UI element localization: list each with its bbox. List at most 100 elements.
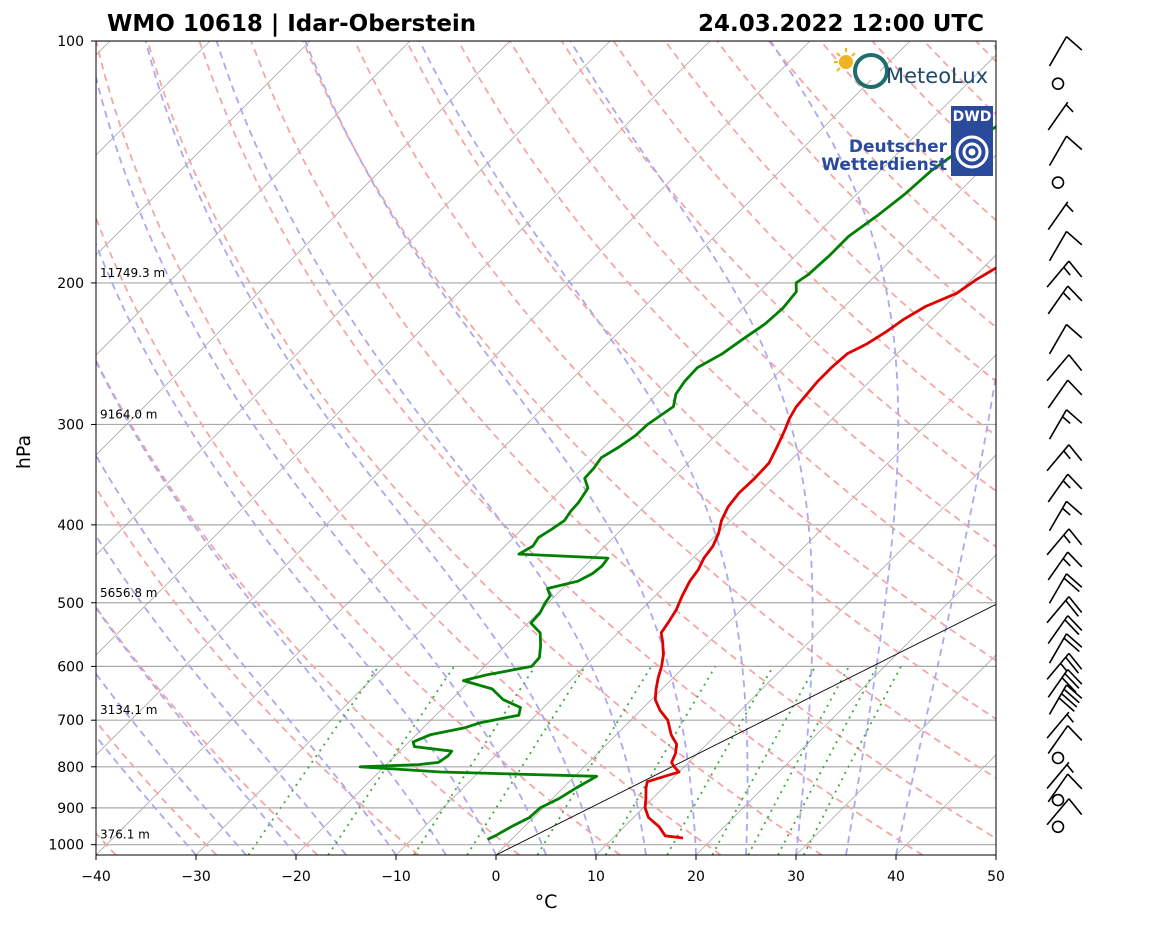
wind-barb bbox=[1047, 101, 1074, 131]
plot-grid bbox=[0, 41, 1160, 855]
dry-adiabat-line bbox=[560, 41, 996, 493]
y-tick-label: 300 bbox=[57, 417, 84, 433]
x-tick-label: 50 bbox=[987, 869, 1005, 885]
y-tick-label: 100 bbox=[57, 34, 84, 50]
wind-barb bbox=[1047, 615, 1083, 644]
wind-barb bbox=[1051, 751, 1065, 765]
y-tick-label: 400 bbox=[57, 518, 84, 534]
isotherm-line bbox=[96, 41, 511, 456]
y-axis-label: hPa bbox=[13, 435, 35, 469]
moist-adiabat-line bbox=[304, 41, 697, 855]
x-tick-label: 0 bbox=[492, 869, 501, 885]
isotherm-line bbox=[495, 354, 996, 855]
moist-adiabat-line bbox=[96, 734, 197, 855]
moist-adiabat-line bbox=[96, 672, 247, 855]
wind-barb bbox=[1048, 323, 1083, 355]
wind-barb bbox=[1051, 820, 1065, 834]
y-tick-label: 1000 bbox=[48, 838, 84, 854]
y-tick-label: 600 bbox=[57, 659, 84, 675]
dry-adiabat-line bbox=[1131, 41, 1160, 855]
height-label: 376.1 m bbox=[100, 828, 150, 842]
wind-barb bbox=[1046, 761, 1074, 789]
x-tick-label: −20 bbox=[281, 869, 311, 885]
wind-barb bbox=[1048, 573, 1083, 604]
meteolux-swirl-icon bbox=[853, 53, 889, 89]
moist-adiabat-line bbox=[418, 41, 749, 855]
x-axis-label: °C bbox=[535, 891, 558, 913]
x-tick-label: −30 bbox=[181, 869, 211, 885]
dry-adiabat-line bbox=[198, 41, 924, 855]
x-tick-label: −10 bbox=[381, 869, 411, 885]
moist-adiabat-line bbox=[144, 41, 597, 855]
wind-barb bbox=[1046, 596, 1083, 624]
isotherm-line bbox=[195, 54, 996, 855]
dry-adiabat-line bbox=[1028, 41, 1160, 855]
dry-adiabat-line bbox=[96, 41, 722, 855]
wind-barb bbox=[1047, 725, 1083, 754]
wind-barb bbox=[1048, 135, 1083, 167]
isotherm-line bbox=[1096, 41, 1160, 855]
wind-barb bbox=[1047, 551, 1083, 581]
x-tick-label: 20 bbox=[687, 869, 705, 885]
isotherm-line bbox=[295, 154, 996, 855]
isotherm-line bbox=[0, 41, 10, 855]
dry-adiabat-line bbox=[405, 41, 996, 662]
y-tick-label: 700 bbox=[57, 713, 84, 729]
wind-barb bbox=[1047, 668, 1083, 698]
mixing-ratio-line bbox=[802, 665, 902, 855]
height-label: 9164.0 m bbox=[100, 407, 158, 421]
wind-barb bbox=[1046, 444, 1083, 472]
x-tick-label: 40 bbox=[887, 869, 905, 885]
chart-title-datetime: 24.03.2022 12:00 UTC bbox=[698, 11, 984, 37]
moist-adiabat-line bbox=[96, 74, 547, 855]
isotherm-line bbox=[995, 854, 996, 855]
dwd-logo-line1: Deutscher bbox=[849, 137, 948, 157]
isotherm-line bbox=[96, 41, 611, 556]
isotherm-line bbox=[395, 254, 996, 855]
dwd-logo-line2: Wetterdienst bbox=[821, 155, 947, 175]
isotherm-line bbox=[795, 654, 996, 855]
isotherm-line bbox=[695, 554, 996, 855]
wind-barb bbox=[1047, 773, 1083, 803]
mixing-ratio-line bbox=[666, 665, 774, 855]
moist-adiabat-line bbox=[569, 41, 814, 855]
mixing-ratio-line bbox=[536, 665, 653, 855]
meteolux-logo-text: MeteoLux bbox=[886, 64, 988, 88]
mixing-ratio-line bbox=[747, 665, 850, 855]
plot-frame bbox=[95, 40, 997, 856]
wind-barb bbox=[1051, 176, 1065, 189]
isotherm-line bbox=[96, 41, 311, 256]
isotherm-line bbox=[595, 454, 996, 855]
mixing-ratio-line bbox=[466, 665, 586, 855]
dwd-swirl-icon bbox=[955, 135, 989, 169]
wind-barbs bbox=[1046, 35, 1083, 834]
sun-icon bbox=[834, 48, 856, 72]
y-tick-label: 200 bbox=[57, 276, 84, 292]
x-tick-label: 10 bbox=[587, 869, 605, 885]
isotherm-line bbox=[96, 41, 411, 356]
wind-barb bbox=[1048, 409, 1083, 440]
wind-barb bbox=[1046, 528, 1083, 556]
isotherm-line bbox=[96, 41, 811, 756]
height-label: 3134.1 m bbox=[100, 703, 158, 717]
dwd-logo-box-text: DWD bbox=[953, 109, 992, 125]
moist-adiabat-line bbox=[96, 453, 397, 855]
axes: −40 −30 −20 −10 0 10 20 30 40 50 1000 900 800 700 600 5… bbox=[48, 34, 1005, 885]
dry-adiabat-line bbox=[975, 41, 996, 63]
dry-adiabat-line bbox=[96, 358, 520, 855]
y-tick-label: 900 bbox=[57, 801, 84, 817]
wind-barb bbox=[1048, 35, 1083, 67]
dry-adiabat-line bbox=[302, 41, 996, 780]
moist-adiabat-line bbox=[215, 41, 647, 855]
wind-barb bbox=[1051, 793, 1065, 807]
wind-barb bbox=[1048, 230, 1083, 262]
dry-adiabat-line bbox=[146, 41, 823, 855]
moist-adiabat-line bbox=[96, 534, 347, 855]
mixing-ratio-line bbox=[604, 665, 717, 855]
isotherm-line bbox=[96, 41, 711, 656]
y-tick-label: 500 bbox=[57, 596, 84, 612]
wind-barb bbox=[1048, 684, 1083, 715]
x-tick-label: −40 bbox=[81, 869, 111, 885]
wind-barb bbox=[1046, 711, 1074, 739]
height-label: 11749.3 m bbox=[100, 266, 165, 280]
